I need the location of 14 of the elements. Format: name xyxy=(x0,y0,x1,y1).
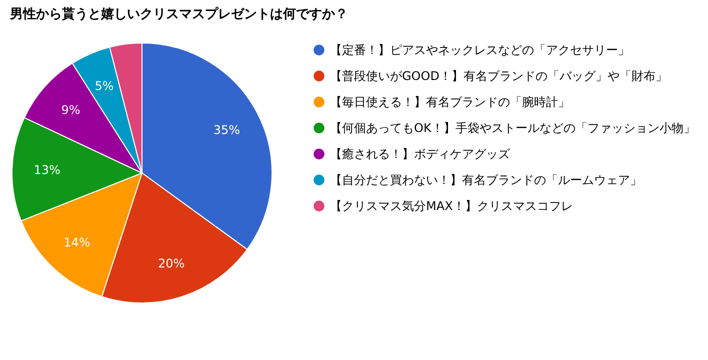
legend-label: 【定番！】ピアスやネックレスなどの「アクセサリー」 xyxy=(330,43,630,57)
legend-label: 【何個あってもOK！】手袋やストールなどの「ファッション小物」 xyxy=(330,121,696,135)
chart-title: 男性から貰うと嬉しいクリスマスプレゼントは何ですか？ xyxy=(9,6,348,22)
data-label: 14% xyxy=(64,235,90,250)
legend-label: 【毎日使える！】有名ブランドの「腕時計」 xyxy=(330,95,570,109)
data-label: 13% xyxy=(34,163,60,178)
legend-label: 【自分だと買わない！】有名ブランドの「ルームウェア」 xyxy=(330,173,642,187)
data-label: 5% xyxy=(94,78,114,93)
data-label: 9% xyxy=(61,103,80,118)
legend-label: 【癒される！】ボディケアグッズ xyxy=(330,147,511,161)
legend-label: 【普段使いがGOOD！】有名ブランドの「バッグ」や「財布」 xyxy=(330,69,668,83)
data-label: 20% xyxy=(158,256,185,270)
data-label: 35% xyxy=(213,122,240,137)
legend-label: 【クリスマス気分MAX！】クリスマスコフレ xyxy=(330,199,573,213)
